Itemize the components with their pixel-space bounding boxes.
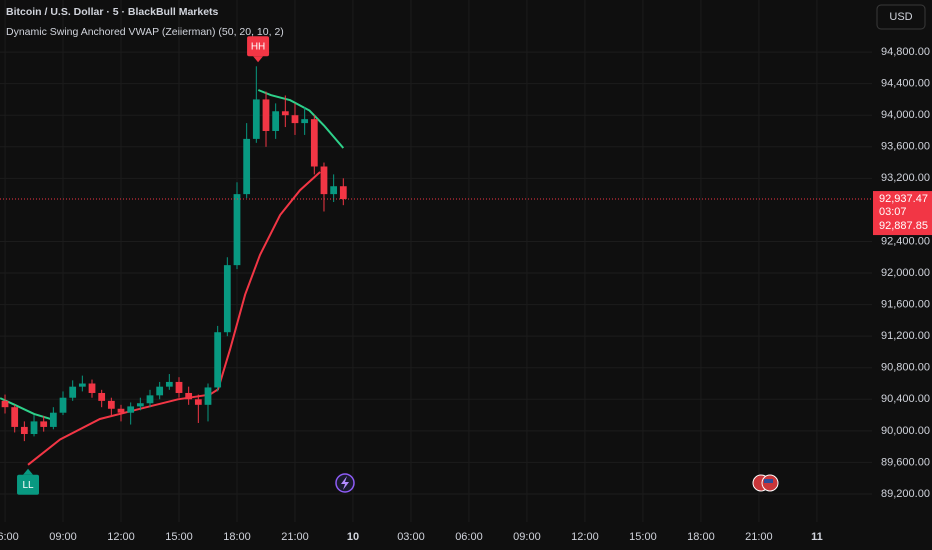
candle-body: [40, 421, 48, 427]
swing-marker-arrow: [23, 468, 34, 475]
x-tick-label: 11: [811, 531, 823, 543]
y-tick-label: 92,400.00: [881, 235, 930, 247]
candle-body: [146, 395, 154, 404]
y-tick-label: 89,600.00: [881, 456, 930, 468]
candle-body: [49, 412, 57, 427]
candle-body: [281, 111, 289, 116]
candle-body: [98, 392, 106, 401]
candle-body: [136, 403, 144, 407]
event-icon[interactable]: [335, 473, 355, 493]
x-tick-label: 15:00: [629, 531, 657, 543]
candle-body: [1, 400, 9, 408]
y-tick-label: 91,200.00: [881, 330, 930, 342]
x-tick-label: 21:00: [281, 531, 309, 543]
candle-body: [243, 138, 251, 195]
chart-title: Bitcoin / U.S. Dollar · 5 · BlackBull Ma…: [6, 6, 219, 18]
x-tick-label: 12:00: [107, 531, 135, 543]
countdown-label: 03:07: [879, 206, 907, 218]
indicator-name: Dynamic Swing Anchored VWAP (Zeiierman) …: [6, 26, 284, 38]
candle-body: [320, 166, 328, 195]
x-tick-label: 09:00: [49, 531, 77, 543]
candle-body: [339, 186, 347, 200]
last-price-label: 92,937.47: [879, 193, 928, 205]
x-tick-label: 06:00: [0, 531, 19, 543]
candle-body: [204, 387, 212, 405]
candle-body: [223, 265, 231, 333]
candle-body: [30, 421, 38, 435]
flag-canton: [764, 479, 773, 483]
candle-body: [310, 119, 318, 167]
event-bolt: [341, 476, 349, 490]
event-icon[interactable]: [752, 474, 779, 492]
candle-body: [156, 386, 164, 396]
candle-body: [194, 399, 202, 405]
candle-body: [20, 426, 28, 435]
last-price-box: [873, 191, 932, 236]
x-tick-label: 06:00: [455, 531, 483, 543]
candle-body: [107, 400, 115, 409]
y-tick-label: 89,200.00: [881, 488, 930, 500]
y-tick-label: 94,800.00: [881, 46, 930, 58]
x-tick-label: 10: [347, 531, 359, 543]
vwap-line: [27, 171, 321, 466]
y-tick-label: 90,000.00: [881, 425, 930, 437]
candle-body: [78, 383, 86, 387]
currency-label[interactable]: USD: [889, 11, 912, 23]
swing-marker: LL: [17, 468, 40, 495]
candle-body: [272, 111, 280, 131]
y-tick-label: 92,000.00: [881, 267, 930, 279]
swing-marker-arrow: [253, 56, 264, 63]
candle-body: [233, 194, 241, 266]
y-tick-label: 94,400.00: [881, 78, 930, 90]
candle-body: [262, 99, 270, 131]
candle-body: [117, 408, 125, 413]
grid: [0, 0, 872, 522]
y-tick-label: 94,000.00: [881, 109, 930, 121]
candle-body: [330, 186, 338, 195]
swing-marker-box: [17, 474, 40, 495]
candle-body: [252, 99, 260, 139]
candle-body: [165, 381, 173, 387]
x-tick-label: 12:00: [571, 531, 599, 543]
y-tick-label: 90,800.00: [881, 362, 930, 374]
x-tick-label: 18:00: [223, 531, 251, 543]
y-tick-label: 90,400.00: [881, 393, 930, 405]
swing-marker-label: HH: [251, 41, 265, 52]
x-tick-label: 18:00: [687, 531, 715, 543]
currency-button[interactable]: [876, 4, 926, 30]
y-tick-label: 91,600.00: [881, 299, 930, 311]
candle-body: [69, 386, 77, 398]
swing-marker: HH: [247, 36, 270, 63]
second-price-label: 92,887.85: [879, 220, 928, 232]
candle-body: [127, 406, 135, 413]
swing-marker-label: LL: [22, 480, 34, 491]
candle-body: [175, 381, 183, 393]
candle-body: [214, 332, 222, 388]
candle-body: [291, 115, 299, 124]
x-tick-label: 03:00: [397, 531, 425, 543]
candle-body: [301, 119, 309, 124]
candle-body: [59, 397, 67, 413]
x-tick-label: 09:00: [513, 531, 541, 543]
x-tick-label: 15:00: [165, 531, 193, 543]
y-tick-label: 93,200.00: [881, 172, 930, 184]
candle-body: [185, 392, 193, 400]
vwap-line: [257, 89, 345, 149]
plot-area: [0, 66, 872, 466]
candle-body: [11, 407, 19, 427]
axes: 89,200.00 89,600.00 90,000.00 90,400.00 90,8…: [0, 36, 932, 543]
candle-body: [88, 383, 96, 393]
x-tick-label: 21:00: [745, 531, 773, 543]
swing-marker-box: [247, 36, 270, 57]
y-tick-label: 93,600.00: [881, 141, 930, 153]
